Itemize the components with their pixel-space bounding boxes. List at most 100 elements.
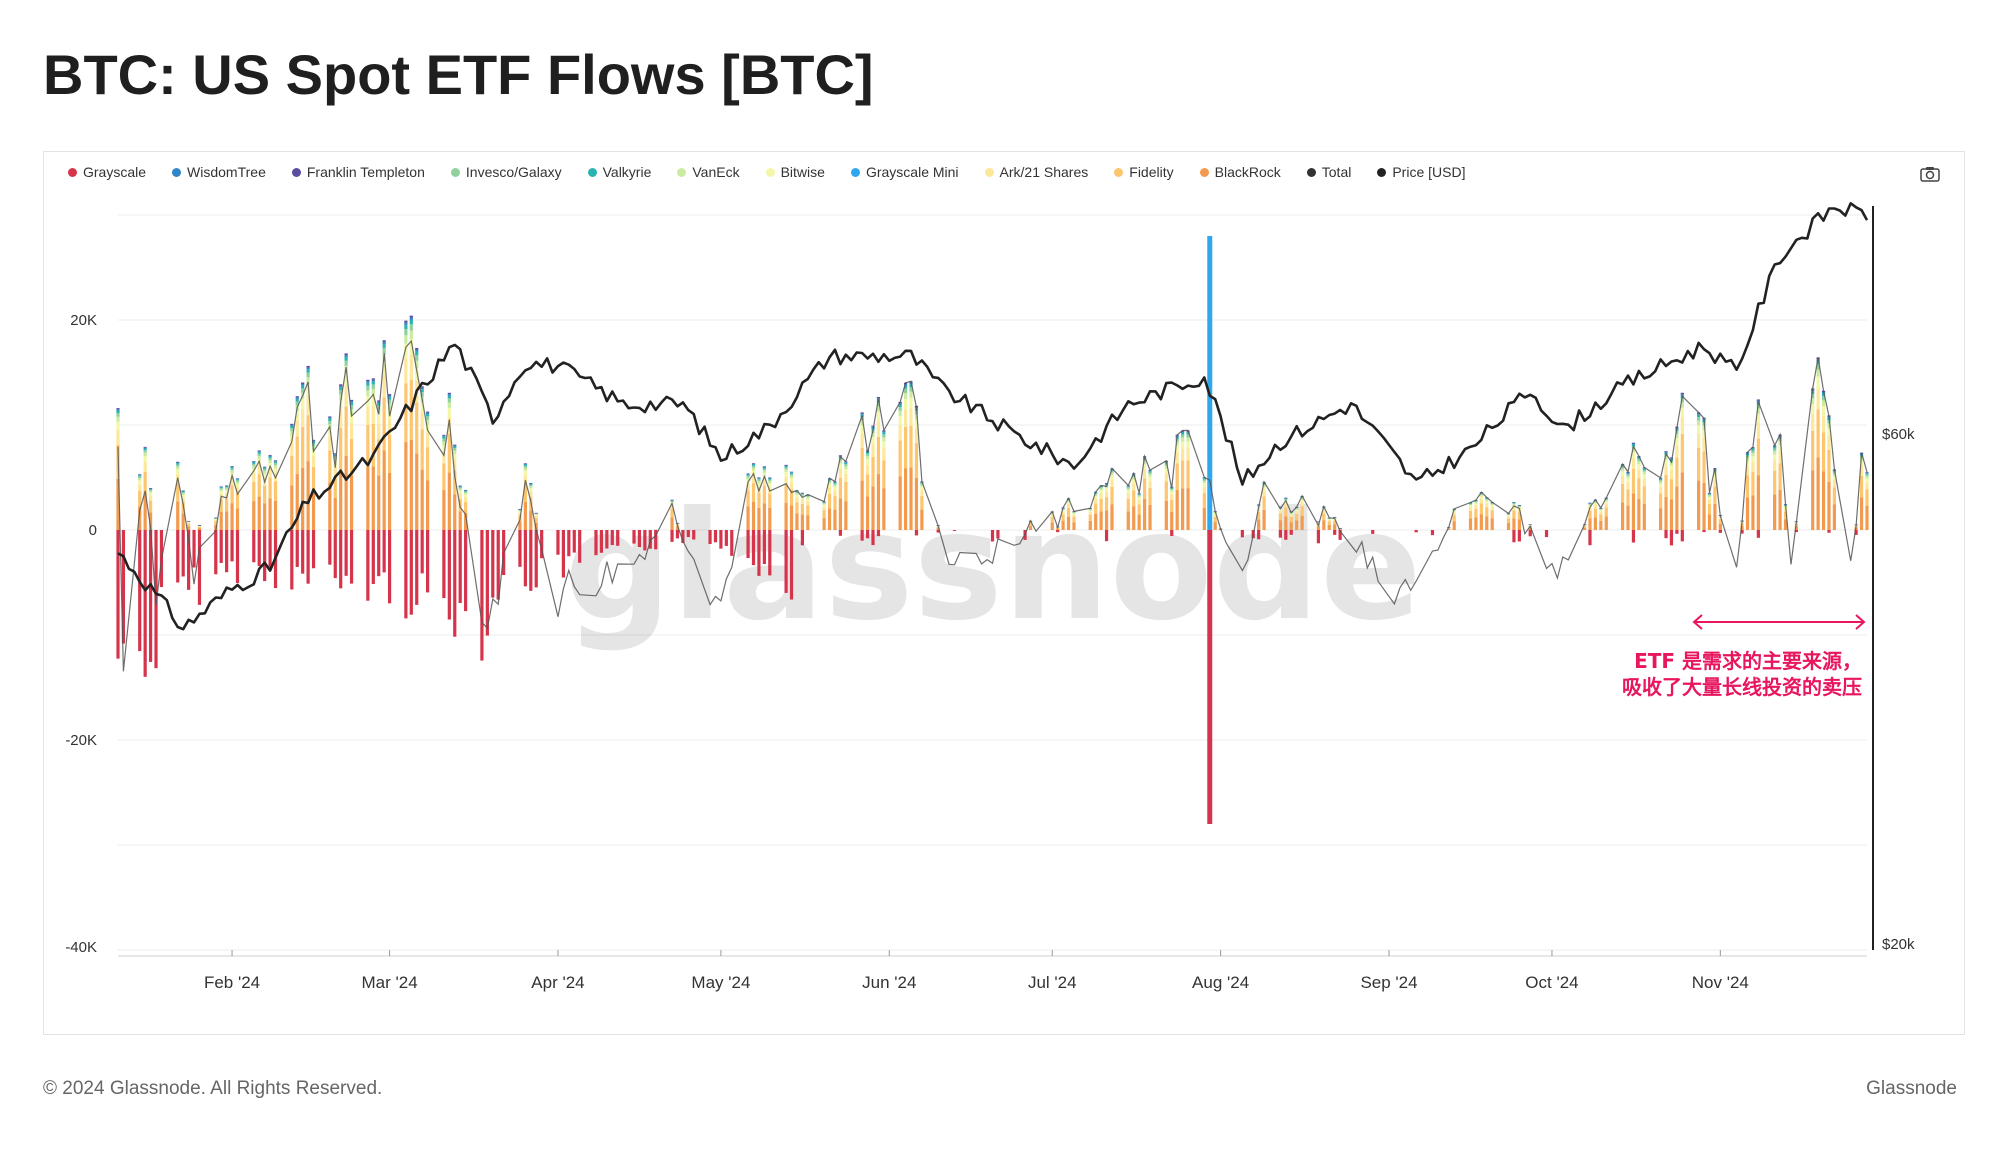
camera-icon[interactable] xyxy=(1920,166,1940,182)
flow-bar-valkyrie xyxy=(328,418,332,421)
flow-bar-bitwise xyxy=(1175,445,1179,452)
flow-bar-vaneck xyxy=(1104,486,1109,489)
legend-item-vaneck[interactable]: VanEck xyxy=(677,164,740,180)
flow-bar-vaneck xyxy=(453,450,457,455)
flow-bar-vaneck xyxy=(458,488,462,491)
flow-bar-vaneck xyxy=(235,481,240,484)
flow-bar-ark-21-shares xyxy=(1066,504,1071,508)
flow-bar-blackrock xyxy=(670,517,674,530)
flow-bar-bitwise xyxy=(1773,454,1777,461)
annotation-line-1: ETF 是需求的主要来源， xyxy=(1634,649,1862,673)
flow-bar-ark-21-shares xyxy=(235,487,240,494)
flow-bar-invesco-galaxy xyxy=(1637,458,1641,462)
flow-bar-fidelity xyxy=(762,485,766,504)
flow-bar-invesco-galaxy xyxy=(426,416,430,420)
flow-bar-franklin-templeton xyxy=(1588,502,1592,504)
flow-bar-ark-21-shares xyxy=(1751,462,1755,473)
flow-bar-vaneck xyxy=(529,486,533,489)
flow-bar-vaneck xyxy=(1512,504,1516,506)
flow-bar-grayscale xyxy=(860,530,864,541)
flow-bar-franklin-templeton xyxy=(387,394,392,396)
flow-bar-fidelity xyxy=(1865,489,1869,506)
flow-bar-invesco-galaxy xyxy=(762,468,766,471)
flow-bar-bitwise xyxy=(757,483,761,487)
flow-bar-fidelity xyxy=(235,493,240,509)
flow-bar-grayscale xyxy=(377,530,381,577)
legend-item-price-usd-[interactable]: Price [USD] xyxy=(1377,164,1465,180)
flow-bar-blackrock xyxy=(936,528,940,530)
flow-bar-blackrock xyxy=(882,488,886,530)
legend-item-valkyrie[interactable]: Valkyrie xyxy=(587,164,651,180)
flow-bar-ark-21-shares xyxy=(1289,514,1293,517)
flow-bar-vaneck xyxy=(230,470,234,474)
flow-bar-grayscale xyxy=(686,530,690,538)
flow-bar-grayscale xyxy=(235,530,240,584)
flow-bar-valkyrie xyxy=(1126,486,1130,488)
legend-item-wisdomtree[interactable]: WisdomTree xyxy=(172,164,266,180)
legend-item-franklin-templeton[interactable]: Franklin Templeton xyxy=(291,164,425,180)
legend-item-total[interactable]: Total xyxy=(1306,164,1351,180)
flow-bar-valkyrie xyxy=(273,461,278,464)
flow-bar-blackrock xyxy=(1773,494,1777,530)
total-flow-line xyxy=(117,339,1868,672)
flow-bar-blackrock xyxy=(1170,511,1174,530)
legend-item-grayscale[interactable]: Grayscale xyxy=(68,164,146,180)
flow-bar-vaneck xyxy=(263,471,267,474)
legend-item-blackrock[interactable]: BlackRock xyxy=(1199,164,1281,180)
flow-bar-blackrock xyxy=(1213,522,1217,530)
flow-bar-bitwise xyxy=(1110,475,1114,480)
flow-bar-valkyrie xyxy=(404,324,408,330)
flow-bar-ark-21-shares xyxy=(838,468,843,478)
legend-item-invesco-galaxy[interactable]: Invesco/Galaxy xyxy=(450,164,562,180)
flow-bar-grayscale xyxy=(1289,530,1293,535)
legend-item-bitwise[interactable]: Bitwise xyxy=(765,164,825,180)
flow-bar-vaneck xyxy=(784,469,788,473)
flow-bar-bitwise xyxy=(1289,513,1293,515)
flow-bar-valkyrie xyxy=(1148,471,1152,473)
legend-item-fidelity[interactable]: Fidelity xyxy=(1114,164,1174,180)
flow-bar-invesco-galaxy xyxy=(1094,493,1098,495)
flow-bar-valkyrie xyxy=(426,413,430,417)
flow-bar-blackrock xyxy=(235,508,240,530)
flow-bar-fidelity xyxy=(442,463,446,491)
flow-bar-grayscale xyxy=(1316,530,1321,544)
flow-bar-valkyrie xyxy=(1517,505,1521,506)
flow-bar-wisdomtree xyxy=(1697,413,1701,415)
legend-dot xyxy=(1306,167,1316,177)
legend-label: Price [USD] xyxy=(1392,164,1466,180)
flow-bar-blackrock xyxy=(1468,518,1473,530)
flow-bar-wisdomtree xyxy=(1756,400,1760,403)
flow-bar-ark-21-shares xyxy=(349,423,354,439)
flow-bar-fidelity xyxy=(882,460,886,489)
legend-item-grayscale-mini[interactable]: Grayscale Mini xyxy=(850,164,959,180)
flow-bar-franklin-templeton xyxy=(1104,483,1109,484)
flow-bar-wisdomtree xyxy=(176,462,180,464)
flow-bar-blackrock xyxy=(252,501,256,530)
flow-bar-bitwise xyxy=(219,491,223,495)
flow-bar-valkyrie xyxy=(751,464,756,466)
flow-bar-ark-21-shares xyxy=(290,442,294,456)
flow-bar-wisdomtree xyxy=(143,447,147,449)
flow-bar-invesco-galaxy xyxy=(1675,430,1679,434)
flow-bar-fidelity xyxy=(1773,470,1777,495)
flow-bar-invesco-galaxy xyxy=(230,468,234,471)
flow-bar-ark-21-shares xyxy=(257,464,261,475)
flow-bar-blackrock xyxy=(187,526,191,530)
flow-bar-fidelity xyxy=(1642,486,1646,504)
flow-bar-invesco-galaxy xyxy=(447,398,451,403)
flow-bar-ark-21-shares xyxy=(1620,475,1625,484)
flow-bar-valkyrie xyxy=(301,385,305,389)
flow-bar-wisdomtree xyxy=(409,317,413,320)
flow-bar-grayscale xyxy=(708,530,712,545)
flow-bar-ark-21-shares xyxy=(442,451,446,464)
flow-bar-vaneck xyxy=(833,484,837,487)
flow-bar-vaneck xyxy=(143,452,147,456)
legend-label: Invesco/Galaxy xyxy=(465,164,562,180)
flow-bar-valkyrie xyxy=(138,475,142,477)
flow-bar-vaneck xyxy=(1316,521,1321,523)
flow-bar-ark-21-shares xyxy=(366,406,370,425)
flow-bar-wisdomtree xyxy=(784,465,788,467)
legend-item-ark-21-shares[interactable]: Ark/21 Shares xyxy=(984,164,1088,180)
flow-bar-fidelity xyxy=(263,485,267,504)
flow-bar-ark-21-shares xyxy=(1604,503,1608,508)
